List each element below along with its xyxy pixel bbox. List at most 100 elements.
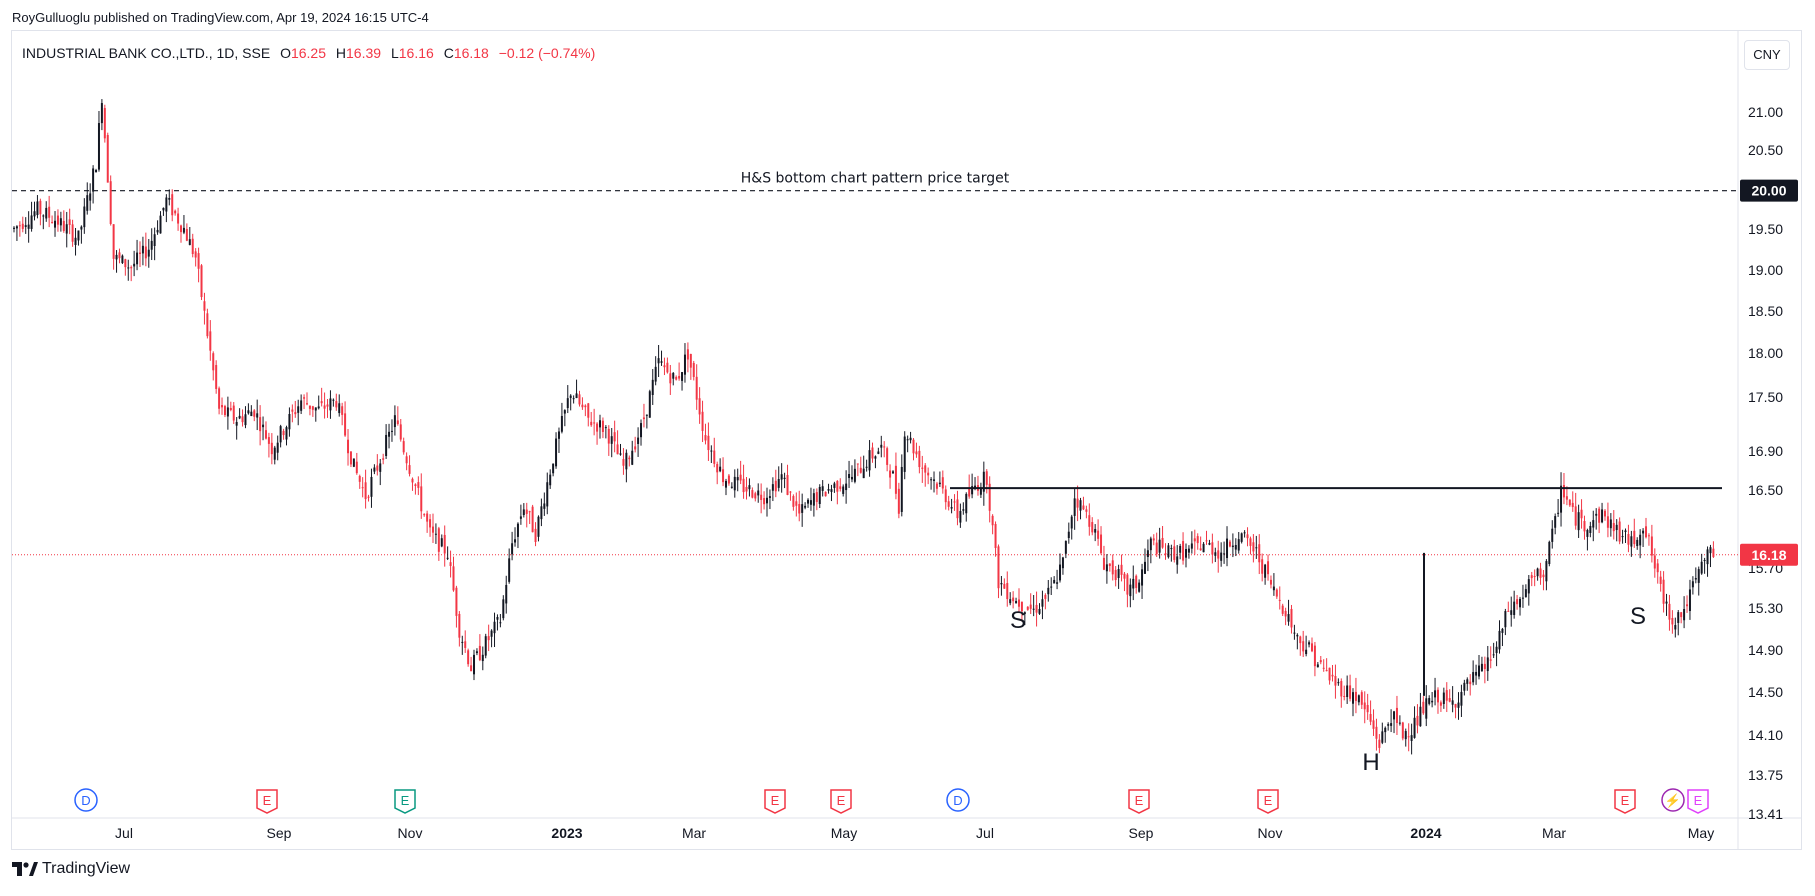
candle: [953, 494, 956, 511]
candle-body: [405, 456, 408, 464]
candle: [569, 394, 572, 411]
earnings-icon[interactable]: E: [1257, 789, 1279, 814]
candle: [947, 495, 950, 511]
candle: [695, 364, 698, 410]
candle-body: [1630, 536, 1633, 547]
candle-body: [341, 406, 344, 415]
candle-body: [616, 444, 619, 455]
candle: [314, 407, 317, 422]
candle: [1275, 588, 1278, 599]
candle: [710, 445, 713, 464]
candle: [727, 474, 730, 486]
candle: [701, 400, 704, 443]
candle: [502, 595, 505, 621]
candle-body: [1070, 516, 1073, 529]
candle: [575, 379, 578, 399]
candle: [622, 448, 625, 475]
candle-body: [1196, 536, 1199, 544]
candle-body: [1334, 676, 1337, 686]
candle-body: [1565, 496, 1568, 500]
candle-body: [1595, 513, 1598, 516]
candle-body: [138, 252, 141, 254]
candle: [423, 513, 426, 517]
candle-body: [1603, 510, 1606, 517]
candle-body: [215, 365, 218, 389]
earnings-icon[interactable]: E: [1614, 789, 1636, 814]
candle: [1067, 522, 1070, 544]
candle-body: [1249, 538, 1252, 546]
candle: [1363, 691, 1366, 724]
candle: [18, 221, 21, 237]
dividend-icon[interactable]: D: [74, 788, 98, 812]
candle-body: [1185, 549, 1187, 558]
candle: [329, 390, 332, 419]
candle-body: [1085, 509, 1088, 512]
candle: [180, 224, 183, 243]
split-icon[interactable]: ⚡: [1661, 788, 1685, 812]
candle: [1612, 510, 1615, 540]
candle: [1217, 540, 1220, 573]
x-tick-label: Jul: [976, 825, 994, 841]
candle-body: [156, 229, 159, 233]
candle-body: [1688, 589, 1691, 612]
earnings-icon[interactable]: E: [764, 789, 786, 814]
candle: [408, 455, 411, 477]
earnings-icon[interactable]: E: [1128, 789, 1150, 814]
candle: [1381, 722, 1384, 745]
candle: [206, 308, 209, 339]
candle: [24, 217, 27, 234]
y-tick-label: 14.10: [1748, 727, 1783, 743]
candle-body: [801, 504, 804, 513]
candle-body: [1102, 557, 1105, 570]
tradingview-logo[interactable]: TradingView: [12, 860, 130, 878]
candle: [1173, 539, 1176, 563]
candle-body: [1548, 541, 1551, 564]
candle-body: [1211, 542, 1214, 555]
last-price-badge-bg: [1740, 543, 1798, 566]
candle-body: [300, 400, 303, 411]
earnings-icon[interactable]: E: [394, 789, 416, 814]
candle-body: [1020, 601, 1023, 612]
x-tick-label: Sep: [267, 825, 292, 841]
candle-body: [540, 506, 543, 520]
candle: [733, 469, 736, 498]
candle-body: [777, 479, 780, 488]
candle: [607, 425, 610, 456]
high-value: 16.39: [346, 45, 382, 61]
dividend-icon[interactable]: D: [946, 788, 970, 812]
candle: [449, 550, 452, 578]
candle-body: [429, 519, 432, 528]
candle: [1267, 554, 1270, 581]
candle: [162, 207, 165, 216]
candle-body: [262, 424, 265, 428]
candle: [572, 395, 575, 404]
candle: [138, 241, 141, 267]
candle-body: [634, 446, 637, 450]
candle: [557, 427, 560, 453]
earnings-icon[interactable]: E: [830, 789, 852, 814]
candle-body: [1387, 724, 1390, 726]
x-tick-label: Jul: [115, 825, 133, 841]
candle-body: [1633, 530, 1636, 545]
candle: [1489, 646, 1492, 669]
symbol-name[interactable]: INDUSTRIAL BANK CO.,LTD., 1D, SSE: [22, 45, 271, 61]
candle: [1020, 601, 1023, 622]
candle-body: [370, 476, 373, 497]
candle-body: [651, 379, 654, 396]
candle-body: [848, 473, 851, 479]
candle: [601, 417, 604, 439]
earnings-icon[interactable]: E: [256, 789, 278, 814]
candle-body: [130, 267, 133, 269]
y-tick-label: 16.50: [1748, 482, 1783, 498]
candle: [467, 648, 470, 667]
earnings-icon[interactable]: E: [1687, 789, 1709, 814]
candle-body: [1419, 706, 1422, 727]
candles: [13, 99, 1715, 755]
candle: [1504, 608, 1507, 636]
candle-body: [1281, 605, 1284, 614]
candle: [610, 428, 613, 458]
currency-button[interactable]: CNY: [1744, 40, 1790, 70]
candle: [540, 498, 543, 527]
candle: [1387, 722, 1390, 731]
